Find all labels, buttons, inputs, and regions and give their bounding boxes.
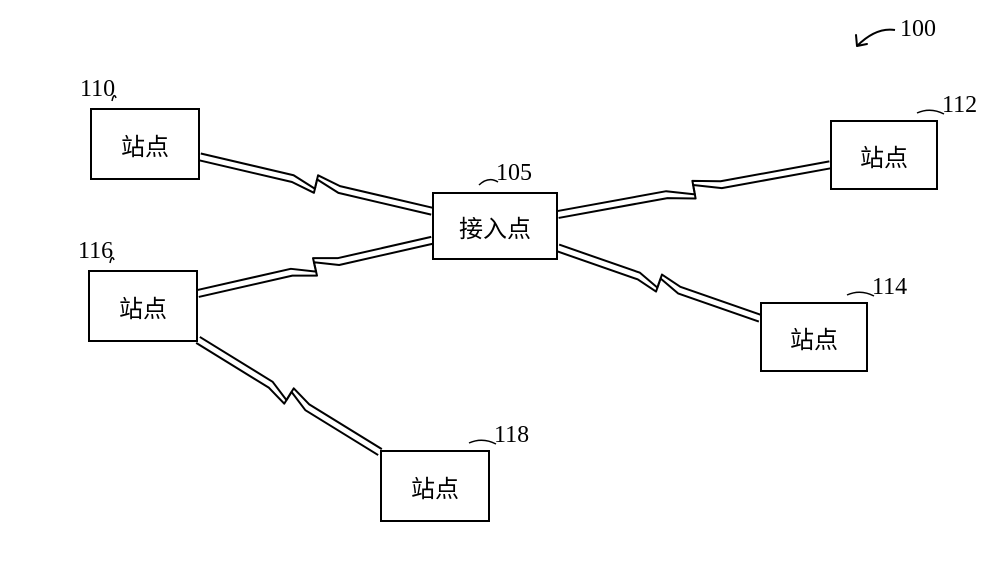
lead-line-sta118 <box>469 440 496 444</box>
edge-ap-sta110 <box>199 160 431 214</box>
node-sta118: 站点 <box>380 450 490 522</box>
lead-line-sta112 <box>917 110 944 114</box>
figure-ref-label: 100 <box>900 16 936 43</box>
edge-ap-sta110 <box>201 153 433 207</box>
edge-ap-sta114 <box>559 245 761 315</box>
ref-label-sta118: 118 <box>494 422 529 449</box>
edge-sta116-sta118 <box>200 337 382 449</box>
node-sta114: 站点 <box>760 302 868 372</box>
ref-label-ap: 105 <box>496 160 532 187</box>
ref-label-sta110: 110 <box>80 76 115 103</box>
node-ap: 接入点 <box>432 192 558 260</box>
edge-ap-sta116 <box>199 244 433 297</box>
edge-ap-sta112 <box>559 168 831 218</box>
edge-ap-sta112 <box>557 161 829 211</box>
node-sta110: 站点 <box>90 108 200 180</box>
edge-ap-sta114 <box>557 251 759 321</box>
figure-ref-arrow <box>856 30 895 46</box>
lead-line-sta114 <box>847 292 874 296</box>
diagram-canvas: 100 接入点105站点110站点112站点114站点116站点118 <box>0 0 1000 579</box>
ref-label-sta114: 114 <box>872 274 907 301</box>
edge-ap-sta116 <box>197 237 431 290</box>
node-sta116: 站点 <box>88 270 198 342</box>
ref-label-sta112: 112 <box>942 92 977 119</box>
ref-label-sta116: 116 <box>78 238 113 265</box>
node-sta112: 站点 <box>830 120 938 190</box>
edge-sta116-sta118 <box>196 343 378 455</box>
